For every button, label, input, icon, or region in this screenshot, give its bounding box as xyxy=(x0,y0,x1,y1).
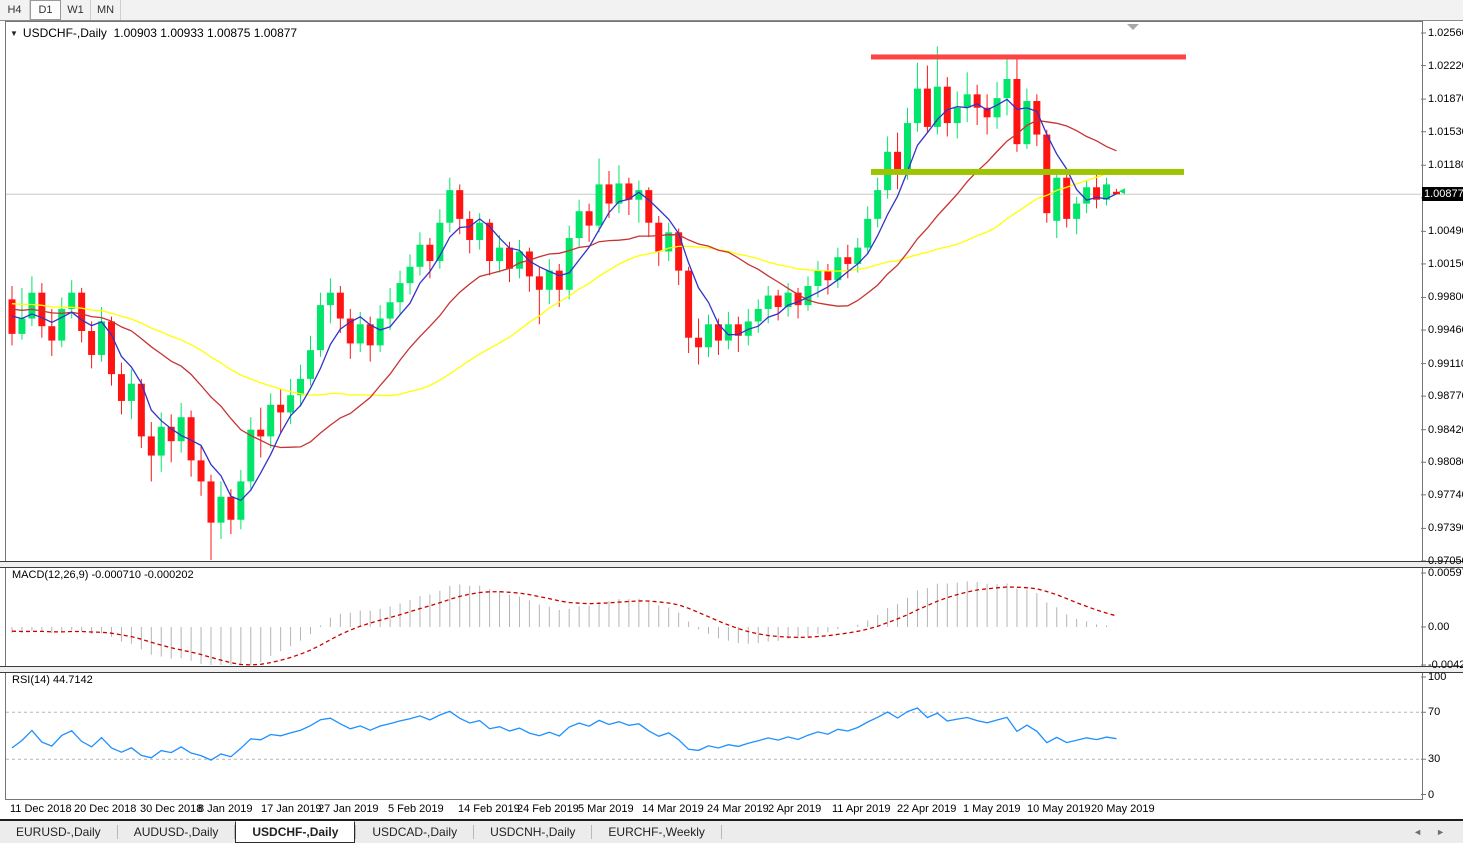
tab-usdchf-daily[interactable]: USDCHF-,Daily xyxy=(235,821,356,843)
rsi-axis-tick-label: 70 xyxy=(1428,706,1441,719)
macd-name: MACD(12,26,9) xyxy=(12,569,89,581)
price-axis-tick-label: 1.02220 xyxy=(1428,59,1463,72)
tab-eurchf-weekly[interactable]: EURCHF-,Weekly xyxy=(608,825,705,839)
date-axis-label: 22 Apr 2019 xyxy=(897,803,957,815)
date-axis-label: 17 Jan 2019 xyxy=(261,803,322,815)
timeframe-button-mn[interactable]: MN xyxy=(91,0,121,20)
rsi-pane-splitter[interactable] xyxy=(0,666,1463,673)
current-price-badge: 1.00877 xyxy=(1422,187,1463,202)
date-axis-label: 24 Feb 2019 xyxy=(517,803,579,815)
macd-indicator-label: MACD(12,26,9) -0.000710 -0.000202 xyxy=(12,569,194,581)
timeframe-button-d1[interactable]: D1 xyxy=(30,0,61,20)
tab-audusd-daily[interactable]: AUDUSD-,Daily xyxy=(133,825,219,839)
tab-scroll-left-icon[interactable]: ◄ xyxy=(1413,827,1423,837)
rsi-indicator-label: RSI(14) 44.7142 xyxy=(12,674,93,686)
tab-separator xyxy=(234,825,236,839)
tab-separator xyxy=(473,825,475,839)
tab-usdcnh-daily[interactable]: USDCNH-,Daily xyxy=(490,825,576,839)
date-axis-label: 11 Apr 2019 xyxy=(832,803,891,815)
rsi-axis-tick-label: 30 xyxy=(1428,753,1441,766)
date-axis-label: 2 Apr 2019 xyxy=(768,803,822,815)
date-axis-label: 14 Mar 2019 xyxy=(642,803,704,815)
macd-values: -0.000710 -0.000202 xyxy=(91,569,194,581)
date-axis-label: 8 Jan 2019 xyxy=(198,803,253,815)
date-axis-label: 1 May 2019 xyxy=(963,803,1021,815)
date-axis-label: 5 Feb 2019 xyxy=(388,803,444,815)
chart-tab-bar: EURUSD-,Daily AUDUSD-,Daily USDCHF-,Daily U… xyxy=(0,821,1463,843)
date-axis-label: 20 May 2019 xyxy=(1091,803,1155,815)
price-axis-tick-label: 1.01530 xyxy=(1428,125,1463,138)
date-axis-label: 20 Dec 2018 xyxy=(74,803,137,815)
price-axis-tick-label: 1.00490 xyxy=(1428,225,1463,238)
rsi-axis-tick-label: 100 xyxy=(1428,671,1447,683)
timeframe-button-h4[interactable]: H4 xyxy=(0,0,30,20)
tab-separator xyxy=(720,825,722,839)
date-axis-label: 10 May 2019 xyxy=(1027,803,1091,815)
tab-eurusd-daily[interactable]: EURUSD-,Daily xyxy=(16,825,101,839)
tab-separator xyxy=(116,825,118,839)
date-axis-label: 30 Dec 2018 xyxy=(140,803,203,815)
price-axis-tick-label: 1.02560 xyxy=(1428,27,1463,39)
chart-ohlc-values: 1.00903 1.00933 1.00875 1.00877 xyxy=(113,26,298,40)
macd-axis-tick-label: 0.00 xyxy=(1428,621,1450,633)
tab-separator xyxy=(355,825,357,839)
macd-pane-splitter[interactable] xyxy=(0,561,1463,568)
timeframe-button-w1[interactable]: W1 xyxy=(61,0,91,20)
tab-scroll-nav: ◄ ► xyxy=(1413,821,1463,843)
date-axis-label: 11 Dec 2018 xyxy=(10,803,72,815)
chart-collapse-icon[interactable]: ▼ xyxy=(10,29,18,38)
chart-symbol-label: USDCHF-,Daily xyxy=(22,26,107,40)
date-axis-label: 5 Mar 2019 xyxy=(578,803,634,815)
price-axis-tick-label: 1.01180 xyxy=(1428,159,1463,172)
chart-title: ▼ USDCHF-,Daily 1.00903 1.00933 1.00875 1… xyxy=(10,26,297,40)
date-axis-label: 27 Jan 2019 xyxy=(318,803,379,815)
tab-separator xyxy=(591,825,593,839)
price-axis-tick-label: 1.01870 xyxy=(1428,93,1463,106)
tabbar-divider xyxy=(0,819,1463,821)
date-axis-label: 24 Mar 2019 xyxy=(707,803,769,815)
rsi-axis-tick-label: 0 xyxy=(1428,788,1435,801)
timeframe-toolbar: H4 D1 W1 MN xyxy=(0,0,1463,21)
macd-axis-tick-label: 0.00597 xyxy=(1428,567,1463,579)
rsi-value: 44.7142 xyxy=(52,674,93,686)
tab-usdcad-daily[interactable]: USDCAD-,Daily xyxy=(372,825,458,839)
date-axis-label: 14 Feb 2019 xyxy=(458,803,520,815)
rsi-name: RSI(14) xyxy=(12,674,50,686)
macd-axis-tick-label: -0.004243 xyxy=(1428,659,1463,671)
tab-scroll-right-icon[interactable]: ► xyxy=(1436,827,1445,837)
